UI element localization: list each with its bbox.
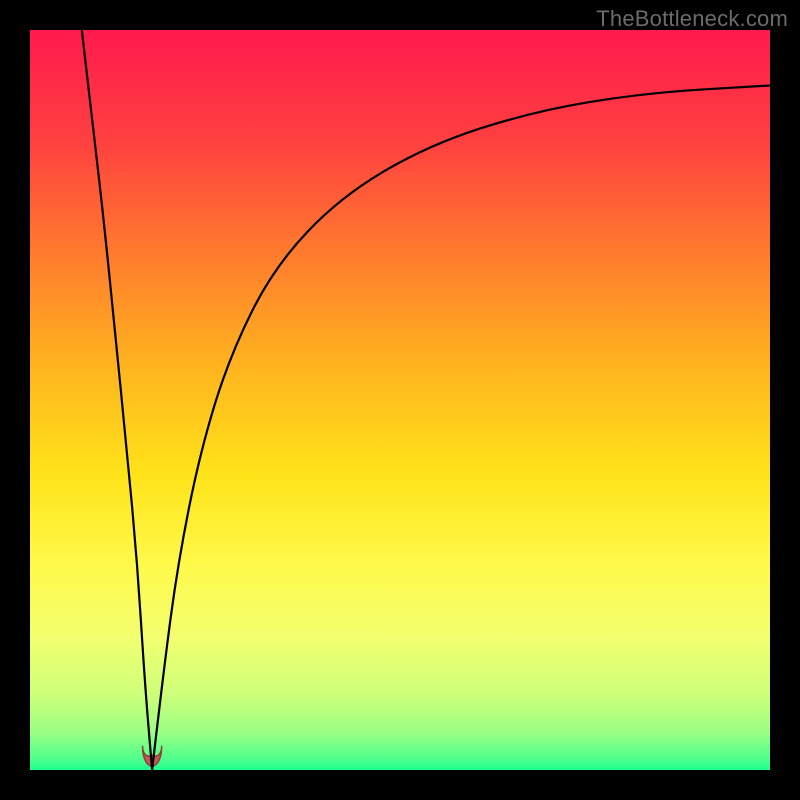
plot-area bbox=[30, 30, 770, 770]
chart-svg bbox=[0, 0, 800, 800]
chart-container: TheBottleneck.com bbox=[0, 0, 800, 800]
